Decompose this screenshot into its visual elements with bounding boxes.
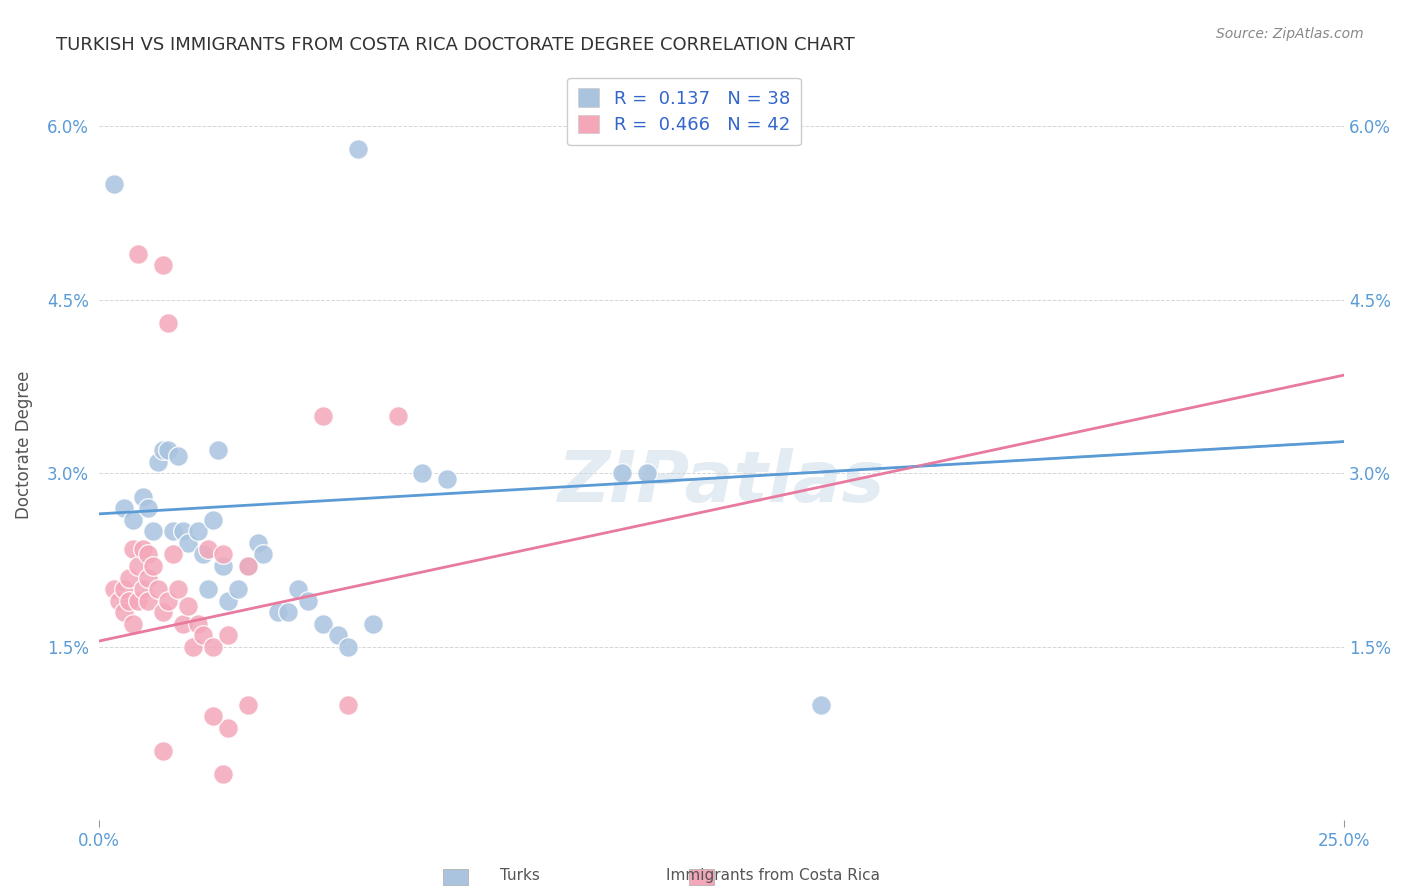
Text: TURKISH VS IMMIGRANTS FROM COSTA RICA DOCTORATE DEGREE CORRELATION CHART: TURKISH VS IMMIGRANTS FROM COSTA RICA DO… <box>56 36 855 54</box>
Point <box>202 709 225 723</box>
Point <box>127 246 149 260</box>
Point <box>103 582 125 596</box>
Point <box>326 628 349 642</box>
Point <box>112 501 135 516</box>
Point <box>177 536 200 550</box>
Point <box>122 616 145 631</box>
Point <box>112 582 135 596</box>
Legend: R =  0.137   N = 38, R =  0.466   N = 42: R = 0.137 N = 38, R = 0.466 N = 42 <box>567 78 801 145</box>
Point <box>212 767 235 781</box>
Point <box>138 547 160 561</box>
Point <box>138 593 160 607</box>
Point <box>252 547 274 561</box>
Point <box>167 449 190 463</box>
Point <box>152 443 174 458</box>
Text: Source: ZipAtlas.com: Source: ZipAtlas.com <box>1216 27 1364 41</box>
Point <box>312 409 335 423</box>
Point <box>411 467 433 481</box>
Point <box>236 558 259 573</box>
Point <box>181 640 204 654</box>
Point <box>212 558 235 573</box>
Point <box>177 599 200 614</box>
Point <box>187 524 209 539</box>
Point <box>122 541 145 556</box>
Point <box>267 605 290 619</box>
Text: Turks: Turks <box>501 868 540 883</box>
Text: Immigrants from Costa Rica: Immigrants from Costa Rica <box>666 868 880 883</box>
Point <box>287 582 309 596</box>
Point <box>152 744 174 758</box>
Point <box>346 143 368 157</box>
Point <box>132 490 155 504</box>
Point <box>152 605 174 619</box>
Point <box>247 536 270 550</box>
Point <box>148 582 170 596</box>
Point <box>636 467 658 481</box>
Point <box>162 524 184 539</box>
Point <box>157 443 180 458</box>
Point <box>217 593 239 607</box>
Point <box>436 472 458 486</box>
Point <box>212 547 235 561</box>
Point <box>157 316 180 330</box>
Point <box>103 178 125 192</box>
Point <box>132 582 155 596</box>
Point <box>207 443 229 458</box>
Point <box>610 467 633 481</box>
Point <box>361 616 384 631</box>
Point <box>167 582 190 596</box>
Point <box>236 558 259 573</box>
Point <box>217 721 239 735</box>
Point <box>187 616 209 631</box>
Point <box>336 698 359 712</box>
Point <box>122 513 145 527</box>
Point <box>132 541 155 556</box>
Point <box>297 593 319 607</box>
Point <box>193 547 215 561</box>
Point <box>387 409 409 423</box>
Point <box>312 616 335 631</box>
Point <box>152 258 174 272</box>
Point <box>277 605 299 619</box>
Point <box>138 501 160 516</box>
Point <box>148 455 170 469</box>
Text: ZIPatlas: ZIPatlas <box>558 448 884 516</box>
Y-axis label: Doctorate Degree: Doctorate Degree <box>15 370 32 518</box>
Point <box>193 628 215 642</box>
Point <box>172 524 194 539</box>
Point <box>127 558 149 573</box>
Point <box>217 628 239 642</box>
Point <box>117 570 139 584</box>
Point <box>197 541 219 556</box>
Point <box>117 593 139 607</box>
Point <box>336 640 359 654</box>
Point <box>172 616 194 631</box>
Point <box>142 558 165 573</box>
Point <box>142 524 165 539</box>
Point <box>107 593 129 607</box>
Point <box>138 570 160 584</box>
Point <box>112 605 135 619</box>
Point <box>197 582 219 596</box>
Point <box>157 593 180 607</box>
Point <box>226 582 249 596</box>
Point <box>810 698 832 712</box>
Point <box>236 698 259 712</box>
Point <box>127 593 149 607</box>
Point <box>162 547 184 561</box>
Point <box>202 640 225 654</box>
Point <box>202 513 225 527</box>
